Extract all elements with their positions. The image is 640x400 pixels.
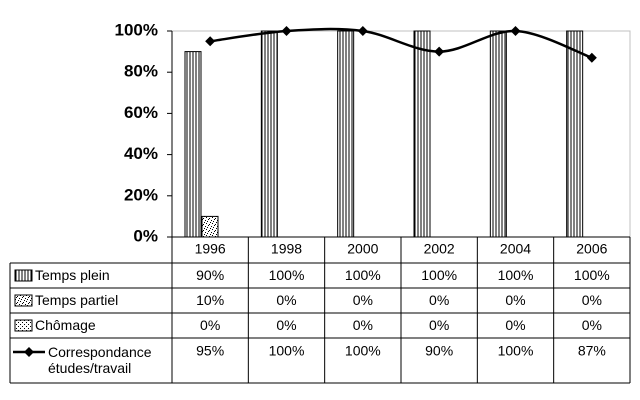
bar	[201, 215, 219, 238]
y-tick-label: 80%	[124, 62, 158, 81]
value-label: 90%	[425, 343, 453, 359]
bar	[489, 30, 507, 238]
legend-label-box: Correspondance études/travail	[48, 344, 152, 376]
legend-swatch	[14, 294, 33, 307]
marker	[434, 46, 445, 57]
value-label: 100%	[498, 267, 534, 283]
legend-marker	[24, 347, 34, 357]
legend-label: Temps partiel	[35, 292, 118, 308]
y-tick-label: 60%	[124, 103, 158, 122]
bar	[260, 30, 278, 238]
value-label: 100%	[421, 267, 457, 283]
value-label: 100%	[345, 267, 381, 283]
legend-label: Temps plein	[35, 267, 110, 283]
value-label: 0%	[582, 317, 602, 333]
value-label: 87%	[578, 343, 606, 359]
marker	[281, 26, 292, 36]
x-tick-label: 2002	[424, 241, 455, 257]
x-tick-label: 1996	[195, 241, 226, 257]
y-tick-label: 0%	[133, 226, 158, 245]
value-label: 0%	[429, 292, 449, 308]
y-tick-label: 20%	[124, 185, 158, 204]
value-label: 100%	[269, 267, 305, 283]
value-label: 100%	[498, 343, 534, 359]
y-tick-label: 40%	[124, 144, 158, 163]
value-label: 100%	[345, 343, 381, 359]
marker	[586, 52, 597, 63]
marker	[205, 36, 216, 47]
y-tick-label: 100%	[115, 20, 158, 39]
value-label: 10%	[196, 292, 224, 308]
value-label: 0%	[200, 317, 220, 333]
marker	[510, 26, 521, 36]
value-label: 90%	[196, 267, 224, 283]
value-label: 0%	[353, 317, 373, 333]
bar	[337, 30, 355, 238]
bar	[184, 51, 202, 238]
x-tick-label: 1998	[271, 241, 302, 257]
value-label: 0%	[429, 317, 449, 333]
value-label: 0%	[353, 292, 373, 308]
bar	[413, 30, 431, 238]
plot-area	[171, 30, 631, 238]
value-label: 100%	[269, 343, 305, 359]
legend-swatch	[14, 319, 33, 332]
value-label: 95%	[196, 343, 224, 359]
legend-label: Chômage	[35, 317, 96, 333]
legend-label: Correspondance études/travail	[48, 344, 152, 376]
value-label: 0%	[505, 317, 525, 333]
x-tick-label: 2000	[347, 241, 378, 257]
value-label: 100%	[574, 267, 610, 283]
value-label: 0%	[582, 292, 602, 308]
bar	[566, 30, 584, 238]
x-tick-label: 2006	[576, 241, 607, 257]
value-label: 0%	[505, 292, 525, 308]
legend-swatch	[14, 269, 33, 282]
value-label: 0%	[276, 292, 296, 308]
value-label: 0%	[276, 317, 296, 333]
marker	[357, 26, 368, 36]
x-tick-label: 2004	[500, 241, 531, 257]
